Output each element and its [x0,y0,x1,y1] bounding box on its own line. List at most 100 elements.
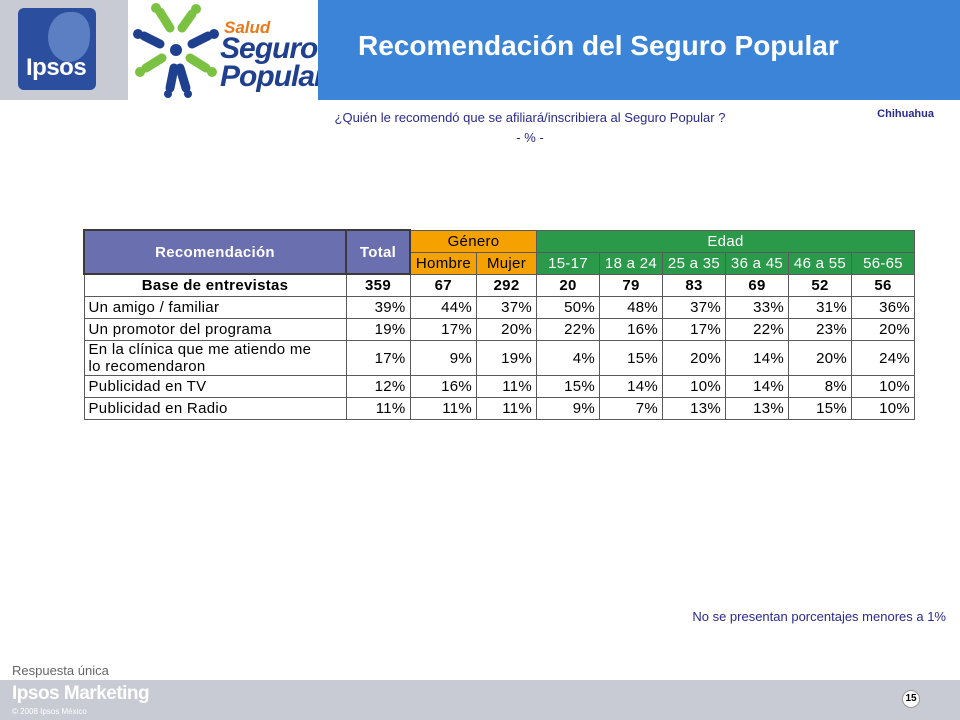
question-line: ¿Quién le recomendó que se afiliará/insc… [334,110,726,125]
table-cell: 14% [725,375,789,398]
header-row: Recomendación Total Género Edad [83,229,915,275]
row-label: Publicidad en Radio [83,397,347,420]
table-cell: 23% [788,318,852,341]
table-cell: 39% [345,296,411,319]
row-label: En la clínica que me atiendo me lo recome… [83,340,347,376]
table-cell: 69 [725,273,789,297]
row-label-line: En la clínica que me atiendo me [88,341,312,358]
footer-brand: Ipsos Marketing [12,683,150,704]
table-cell: 7% [599,397,663,420]
table-cell: 11% [409,397,477,420]
table-cell: 48% [599,296,663,319]
table-cell: 24% [851,340,915,376]
table-cell: 8% [788,375,852,398]
logo-popular-text: Popular [220,60,326,93]
ipsos-logo-text: Ipsos [26,54,87,81]
table-cell: 56 [851,273,915,297]
table-cell: 15% [536,375,600,398]
table-cell: 37% [476,296,537,319]
table-cell: 10% [851,397,915,420]
table-cell: 37% [662,296,726,319]
table-cell: 14% [599,375,663,398]
footer: Ipsos Marketing © 2008 Ipsos México [0,680,960,720]
table-cell: 359 [345,273,411,297]
table-cell: 13% [662,397,726,420]
base-row: Base de entrevistas 359 67 292 20 79 83 … [83,273,915,297]
table-cell: 4% [536,340,600,376]
header-age-56-65: 56-65 [851,251,915,275]
table-cell: 83 [662,273,726,297]
table-cell: 20% [662,340,726,376]
table-row: Un promotor del programa 19% 17% 20% 22%… [83,318,915,341]
table-cell: 9% [536,397,600,420]
row-label: Publicidad en TV [83,375,347,398]
base-label: Base de entrevistas [83,273,347,297]
table-cell: 16% [409,375,477,398]
question-unit: - % - [516,130,544,145]
table-cell: 292 [476,273,537,297]
table-row: Publicidad en TV 12% 16% 11% 15% 14% 10%… [83,375,915,398]
region-label: Chihuahua [877,108,934,120]
table-cell: 11% [476,375,537,398]
table-cell: 44% [409,296,477,319]
table-cell: 20% [851,318,915,341]
table-cell: 36% [851,296,915,319]
subheader-row: Hombre Mujer 15-17 18 a 24 25 a 35 36 a … [84,251,915,275]
logo-salud-text: Salud [224,18,271,37]
face-icon [48,12,90,62]
table-cell: 20% [788,340,852,376]
header-recomendacion: Recomendación [83,229,347,275]
table-cell: 33% [725,296,789,319]
ipsos-logo-area: Ipsos [0,0,128,100]
header-edad: Edad [536,229,915,253]
title-bar: Recomendación del Seguro Popular [318,0,960,100]
logo-seguro-text: Seguro [220,32,318,65]
table-cell: 12% [345,375,411,398]
table-cell: 50% [536,296,600,319]
table-cell: 22% [536,318,600,341]
table-cell: 10% [851,375,915,398]
table-cell: 15% [599,340,663,376]
table-cell: 19% [476,340,537,376]
header-mujer: Mujer [476,251,537,275]
table-cell: 17% [662,318,726,341]
page-number: 15 [902,690,920,708]
table-cell: 19% [345,318,411,341]
header-age-46-55: 46 a 55 [788,251,852,275]
seguro-popular-logo: Salud Seguro Popular [128,0,326,100]
table-row: Un amigo / familiar 39% 44% 37% 50% 48% … [83,296,915,319]
table-cell: 14% [725,340,789,376]
header-age-18-24: 18 a 24 [599,251,663,275]
table-cell: 17% [345,340,411,376]
table-cell: 9% [409,340,477,376]
table-cell: 20 [536,273,600,297]
header-hombre: Hombre [409,251,477,275]
row-label-line: lo recomendaron [88,358,206,375]
table-cell: 20% [476,318,537,341]
table-cell: 52 [788,273,852,297]
footnote: No se presentan porcentajes menores a 1% [692,609,946,624]
table-cell: 17% [409,318,477,341]
table-cell: 22% [725,318,789,341]
response-type-label: Respuesta única [12,663,109,678]
header-age-15-17: 15-17 [536,251,600,275]
people-figures-icon [133,3,219,98]
row-label: Un amigo / familiar [83,296,347,319]
copyright: © 2008 Ipsos México [12,707,87,716]
table-cell: 15% [788,397,852,420]
ipsos-logo: Ipsos [18,8,96,90]
table-cell: 11% [476,397,537,420]
recommendation-table: Recomendación Total Género Edad Hombre M… [83,229,915,420]
table-cell: 79 [599,273,663,297]
row-label: Un promotor del programa [83,318,347,341]
header: Ipsos Salud Seguro [0,0,960,100]
table-cell: 11% [345,397,411,420]
question-text: ¿Quién le recomendó que se afiliará/insc… [140,108,920,148]
page-title: Recomendación del Seguro Popular [358,30,839,61]
table-cell: 31% [788,296,852,319]
header-total: Total [345,229,411,275]
table-cell: 10% [662,375,726,398]
table-cell: 67 [409,273,477,297]
table-cell: 13% [725,397,789,420]
header-genero: Género [409,229,537,253]
